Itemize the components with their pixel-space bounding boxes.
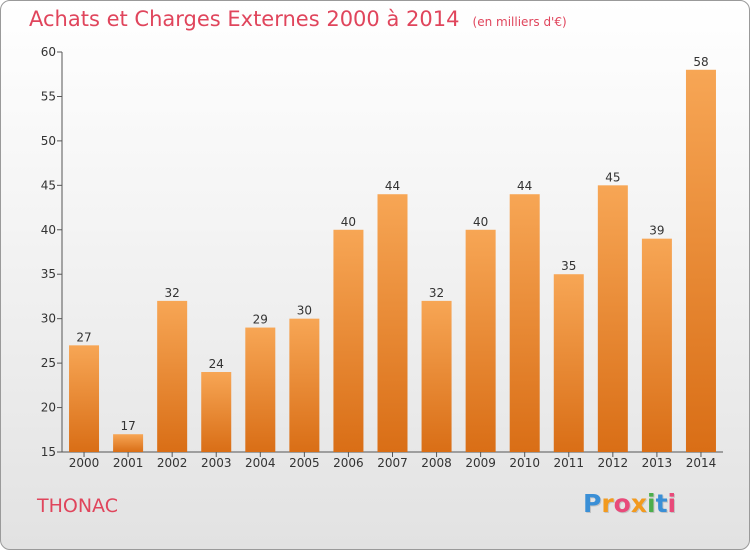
x-tick-label: 2008 [421, 456, 452, 470]
logo-letter: o [613, 489, 631, 518]
bar [597, 185, 628, 453]
data-label: 32 [165, 286, 180, 300]
x-tick-label: 2007 [377, 456, 408, 470]
bar [685, 69, 716, 453]
data-label: 32 [429, 286, 444, 300]
bar [113, 434, 144, 452]
data-label: 27 [76, 330, 91, 344]
x-tick-label: 2012 [598, 456, 629, 470]
y-tick-label: 25 [41, 356, 56, 370]
x-tick-label: 2010 [509, 456, 540, 470]
y-tick-label: 20 [41, 401, 56, 415]
x-tick-label: 2006 [333, 456, 364, 470]
bar [157, 300, 188, 452]
y-tick-label: 55 [41, 89, 56, 103]
data-label: 24 [209, 357, 224, 371]
y-tick-label: 50 [41, 134, 56, 148]
x-tick-label: 2011 [553, 456, 584, 470]
bar [69, 345, 100, 452]
chart-title: Achats et Charges Externes 2000 à 2014 (… [29, 7, 567, 31]
data-label: 30 [297, 304, 312, 318]
x-tick-label: 2013 [642, 456, 673, 470]
bar [377, 194, 408, 452]
logo-letter: i [647, 489, 656, 518]
y-tick-label: 45 [41, 178, 56, 192]
proxiti-logo: Proxiti [583, 489, 676, 518]
x-tick-label: 2009 [465, 456, 496, 470]
x-tick-label: 2001 [113, 456, 144, 470]
x-tick-label: 2003 [201, 456, 232, 470]
logo-letter: x [630, 489, 647, 518]
y-tick-label: 60 [41, 45, 56, 59]
title-text: Achats et Charges Externes 2000 à 2014 [29, 7, 460, 31]
bar [201, 372, 232, 452]
data-label: 35 [561, 259, 576, 273]
bar [421, 300, 452, 452]
bar [333, 229, 364, 452]
bar [509, 194, 540, 452]
y-tick-label: 35 [41, 267, 56, 281]
bar [465, 229, 496, 452]
y-tick-label: 30 [41, 312, 56, 326]
logo-letter: P [583, 489, 602, 518]
data-label: 17 [120, 419, 135, 433]
y-tick-label: 15 [41, 445, 56, 459]
x-tick-label: 2004 [245, 456, 276, 470]
data-label: 58 [693, 55, 708, 69]
logo-letter: i [667, 489, 677, 518]
x-tick-label: 2002 [157, 456, 188, 470]
bar [553, 274, 584, 452]
bar [289, 318, 320, 452]
commune-name: THONAC [37, 495, 118, 517]
unit-text: (en milliers d'€) [472, 15, 567, 29]
data-label: 44 [385, 179, 400, 193]
y-tick-label: 40 [41, 223, 56, 237]
bar [641, 238, 672, 452]
data-label: 29 [253, 313, 268, 327]
data-label: 45 [605, 170, 620, 184]
bar [245, 327, 276, 452]
x-tick-label: 2005 [289, 456, 320, 470]
data-label: 44 [517, 179, 532, 193]
logo-letter: r [601, 489, 614, 518]
logo-letter: t [655, 489, 668, 518]
x-tick-label: 2000 [69, 456, 100, 470]
data-label: 40 [341, 215, 356, 229]
data-label: 40 [473, 215, 488, 229]
x-tick-label: 2014 [686, 456, 717, 470]
data-label: 39 [649, 224, 664, 238]
